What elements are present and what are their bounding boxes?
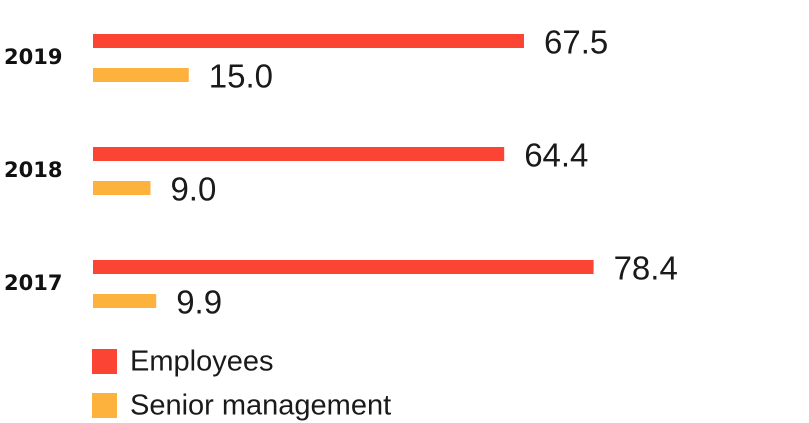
legend-label-employees: Employees xyxy=(130,346,273,378)
value-label-senior-management-2018: 9.0 xyxy=(170,171,216,208)
category-label-2018: 2018 xyxy=(4,158,62,182)
plot-area: 2019 67.5 15.0 2018 64.4 9.0 2017 78.4 9.9 xyxy=(4,24,678,321)
category-label-2019: 2019 xyxy=(4,45,62,69)
legend-swatch-senior-management xyxy=(92,393,117,418)
bar-employees-2019 xyxy=(93,34,524,48)
bar-senior-management-2017 xyxy=(93,294,157,308)
bar-employees-2018 xyxy=(93,147,505,161)
value-label-employees-2019: 67.5 xyxy=(544,24,608,61)
value-label-senior-management-2017: 9.9 xyxy=(176,284,222,321)
bar-employees-2017 xyxy=(93,260,594,274)
category-label-2017: 2017 xyxy=(4,271,62,295)
bar-senior-management-2019 xyxy=(93,68,189,82)
legend-swatch-employees xyxy=(92,349,117,374)
value-label-employees-2017: 78.4 xyxy=(614,250,678,287)
bar-senior-management-2018 xyxy=(93,181,151,195)
legend-label-senior-management: Senior management xyxy=(130,390,391,422)
legend: Employees Senior management xyxy=(92,346,391,422)
value-label-employees-2018: 64.4 xyxy=(524,137,588,174)
value-label-senior-management-2019: 15.0 xyxy=(209,58,273,95)
